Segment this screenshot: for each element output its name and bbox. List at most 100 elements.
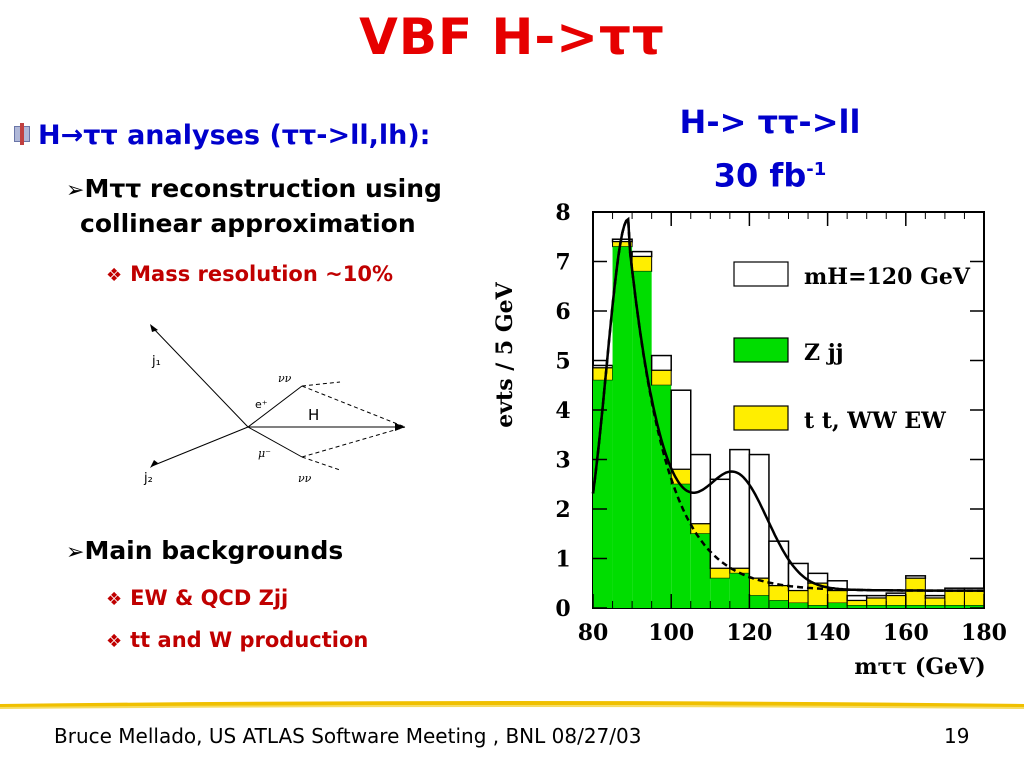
x-tick-label: 80 <box>578 620 609 646</box>
reco-line1: Mττ reconstruction using <box>84 174 442 203</box>
bar-signal <box>690 453 712 525</box>
x-tick-label: 180 <box>961 620 1007 646</box>
bar-ttbar <box>924 597 946 607</box>
bar-ttbar <box>788 590 809 604</box>
plot-title-line2: 30 fb-1 <box>620 146 920 200</box>
bar-signal <box>650 354 672 372</box>
legend-label: Z jj <box>804 340 844 366</box>
j2-line <box>151 426 249 467</box>
plot-title-line1: H-> ττ->ll <box>679 103 861 141</box>
y-tick-label: 2 <box>555 497 570 523</box>
arrow-bullet-icon: ➢ <box>66 540 85 565</box>
bar-ttbar <box>768 585 790 602</box>
bar-zjj <box>808 605 828 608</box>
bar-zjj <box>944 605 965 608</box>
mass-histogram: 80 100 120 140 160 180 0 1 2 3 4 5 6 7 8 mH=120 GeV Z j… <box>492 200 1007 680</box>
y-tick-label: 0 <box>555 596 570 622</box>
bar-ttbar <box>612 241 633 248</box>
collinear-diagram: j₁ j₂ e⁺ μ⁻ νν νν H <box>143 324 406 486</box>
footer-page-number: 19 <box>944 724 970 748</box>
x-axis-label: mττ (GeV) <box>854 654 985 680</box>
bullet-analyses: H→ττ analyses (ττ->ll,lh): <box>14 120 430 151</box>
bar-zjj <box>593 380 613 608</box>
bar-signal <box>670 389 692 471</box>
eplus-line <box>247 385 303 428</box>
higgs-label: H <box>308 406 319 424</box>
legend-label: t t, WW EW <box>804 408 946 434</box>
legend-swatch <box>733 405 789 431</box>
bar-signal <box>729 448 751 570</box>
y-tick-label: 1 <box>555 547 570 573</box>
plot-title-lumi: 30 fb <box>713 156 807 195</box>
bar-ttbar <box>651 369 672 386</box>
bar-signal <box>631 250 653 258</box>
backgrounds-text: Main backgrounds <box>84 536 344 565</box>
sub-bullet-zjj: ❖ EW & QCD Zjj <box>106 586 288 610</box>
muminus-label: μ⁻ <box>258 447 271 460</box>
plot-title: H-> ττ->ll 30 fb-1 <box>620 98 920 200</box>
reco-line2: collinear approximation <box>80 209 416 238</box>
bar-zjj <box>847 605 867 608</box>
bar-ttbar <box>944 590 965 607</box>
bar-zjj <box>612 246 633 608</box>
bullet-icon <box>14 123 30 145</box>
arrow-bullet-icon: ➢ <box>66 178 85 203</box>
nunu-bottom-label: νν <box>298 472 312 485</box>
bg1-text: EW & QCD Zjj <box>130 586 289 610</box>
y-tick-label: 3 <box>555 448 570 474</box>
x-tick-label: 160 <box>883 620 929 646</box>
eplus-label: e⁺ <box>255 398 268 411</box>
sub-bullet-reconstruction: ➢Mττ reconstruction using collinear appr… <box>66 172 442 240</box>
diamond-bullet-icon: ❖ <box>106 631 123 652</box>
fit-curve-background <box>591 216 985 592</box>
bar-ttbar <box>866 597 887 607</box>
bar-zjj <box>768 600 789 608</box>
sub-bullet-backgrounds: ➢Main backgrounds <box>66 534 343 569</box>
slide-title-text: VBF H->ττ <box>359 8 665 66</box>
bar-ttbar <box>846 600 868 607</box>
bar-signal <box>768 540 790 587</box>
bar-ttbar <box>905 577 926 607</box>
bar-zjj <box>827 603 848 608</box>
bullet-analyses-text: H→ττ analyses (ττ->ll,lh): <box>38 120 431 151</box>
footer-divider <box>0 701 1024 709</box>
bar-zjj <box>788 603 809 608</box>
x-tick-label: 120 <box>726 620 772 646</box>
x-tick-label: 140 <box>805 620 851 646</box>
resolution-text: Mass resolution ~10% <box>130 262 393 286</box>
bar-zjj <box>671 484 691 608</box>
bar-signal <box>846 594 868 602</box>
legend-label: mH=120 GeV <box>804 264 971 290</box>
sub-bullet-resolution: ❖ Mass resolution ~10% <box>106 262 393 286</box>
bar-zjj <box>886 605 906 608</box>
y-tick-label: 8 <box>555 200 570 226</box>
bar-ttbar <box>827 590 848 604</box>
diamond-bullet-icon: ❖ <box>106 265 123 286</box>
x-tick-label: 100 <box>648 620 694 646</box>
plot-title-sup: -1 <box>806 159 827 180</box>
bar-zjj <box>651 385 672 608</box>
bar-ttbar <box>963 590 985 607</box>
bar-zjj <box>690 533 711 608</box>
nunu-top-label: νν <box>278 372 292 385</box>
bar-ttbar <box>592 367 614 381</box>
y-tick-label: 7 <box>555 250 570 276</box>
bar-zjj <box>710 578 730 608</box>
slide-title: VBF H->ττ <box>0 8 1024 66</box>
j1-label: j₁ <box>151 354 161 369</box>
legend-swatch <box>733 337 789 363</box>
legend-swatch <box>733 261 789 287</box>
bar-ttbar <box>631 256 653 272</box>
y-tick-label: 4 <box>555 398 570 424</box>
y-tick-label: 5 <box>555 349 570 375</box>
bg2-text: tt and W production <box>130 628 369 652</box>
bar-ttbar <box>885 595 907 607</box>
footer-left: Bruce Mellado, US ATLAS Software Meeting… <box>54 724 642 748</box>
diamond-bullet-icon: ❖ <box>106 589 123 610</box>
j1-line <box>151 326 249 428</box>
y-axis-label: evts / 5 GeV <box>492 281 518 427</box>
bar-zjj <box>964 605 984 608</box>
y-tick-label: 6 <box>555 299 570 325</box>
bar-zjj <box>749 595 769 608</box>
bar-zjj <box>905 605 926 608</box>
